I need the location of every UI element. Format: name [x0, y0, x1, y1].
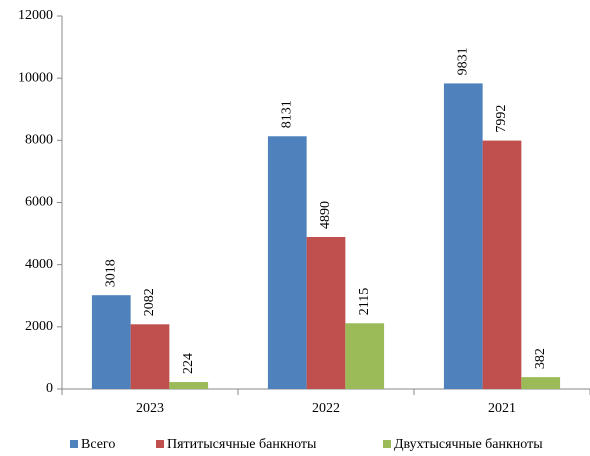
bar — [169, 382, 209, 389]
legend-label: Всего — [81, 437, 115, 452]
bar — [482, 140, 522, 389]
y-tick-label: 8000 — [25, 133, 53, 148]
legend-swatch — [383, 440, 391, 448]
data-label: 7992 — [494, 105, 509, 133]
data-label: 224 — [181, 353, 196, 374]
data-label: 9831 — [455, 47, 470, 75]
legend-swatch — [156, 440, 164, 448]
data-label: 382 — [533, 348, 548, 369]
y-tick-label: 12000 — [18, 8, 53, 23]
x-tick-label: 2021 — [488, 401, 516, 416]
data-label: 8131 — [279, 100, 294, 128]
bar — [267, 136, 307, 389]
y-tick-label: 6000 — [25, 195, 53, 210]
y-tick-label: 4000 — [25, 257, 53, 272]
bar — [130, 324, 170, 389]
bar — [306, 237, 346, 389]
bar — [443, 83, 483, 390]
data-label: 2082 — [142, 288, 157, 316]
x-tick-label: 2022 — [312, 401, 340, 416]
legend-label: Двухтысячные банкноты — [394, 437, 543, 452]
legend-swatch — [70, 440, 78, 448]
x-tick-label: 2023 — [136, 401, 164, 416]
bar — [345, 323, 385, 389]
y-tick-label: 0 — [46, 381, 53, 396]
bar — [91, 295, 131, 389]
data-label: 2115 — [357, 288, 372, 315]
data-label: 4890 — [318, 201, 333, 229]
y-tick-label: 10000 — [18, 70, 53, 85]
data-label: 3018 — [103, 259, 118, 287]
legend-label: Пятитысячные банкноты — [167, 437, 317, 452]
bar — [521, 377, 561, 389]
y-tick-label: 2000 — [25, 319, 53, 334]
